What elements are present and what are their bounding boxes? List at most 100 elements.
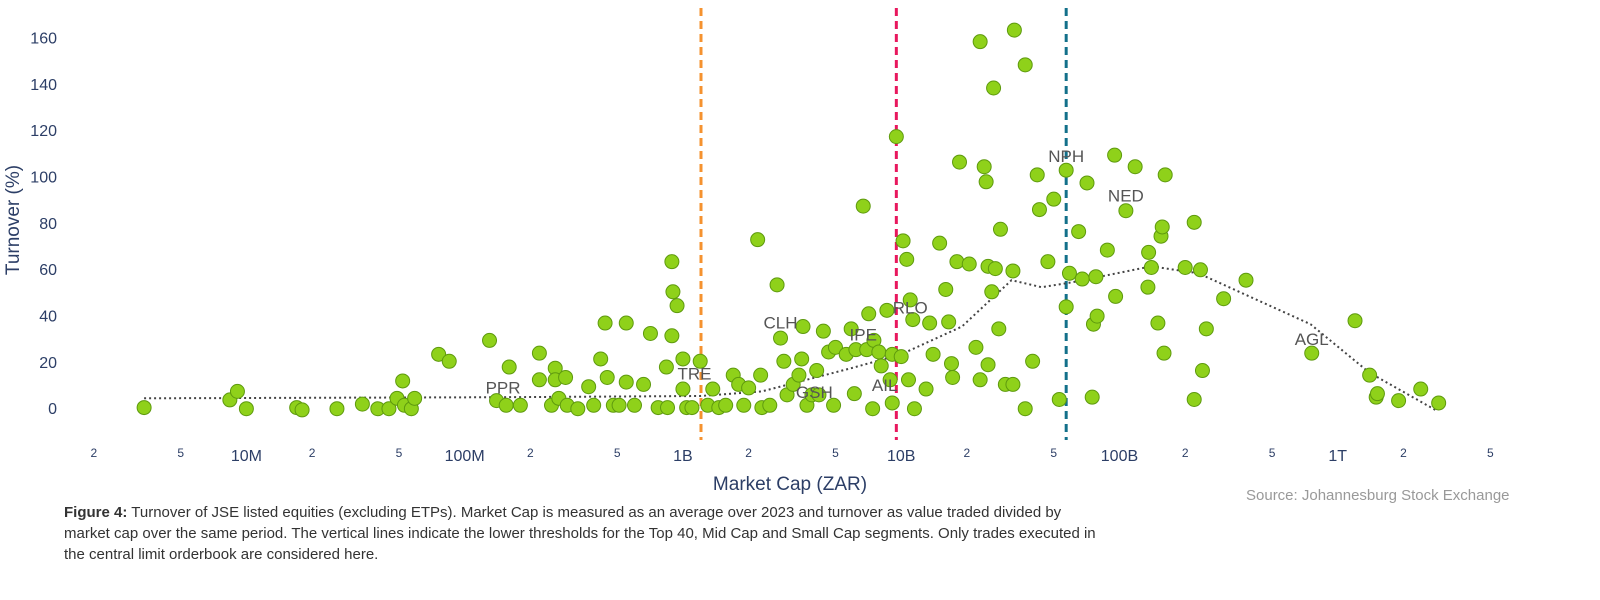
point: [597, 315, 613, 331]
point: [922, 315, 938, 331]
point: [1089, 308, 1105, 324]
y-tick-label: 140: [30, 77, 57, 94]
caption-label: Figure 4:: [64, 504, 128, 521]
annotation: NED: [1108, 186, 1144, 205]
point: [1369, 386, 1385, 402]
point: [795, 319, 811, 335]
point: [1140, 279, 1156, 295]
annotation: NPH: [1048, 147, 1084, 166]
x-tick-label: 2: [1182, 446, 1189, 460]
point: [482, 332, 498, 348]
point: [905, 312, 921, 328]
point: [395, 373, 411, 389]
point: [932, 235, 948, 251]
point: [675, 381, 691, 397]
x-tick-label: 5: [1050, 446, 1057, 460]
point: [664, 254, 680, 270]
point: [229, 383, 245, 399]
point: [692, 353, 708, 369]
point: [238, 401, 254, 417]
point: [902, 292, 918, 308]
point: [1031, 202, 1047, 218]
point: [986, 80, 1002, 96]
y-tick-label: 60: [39, 262, 57, 279]
source: Source: Johannesburg Stock Exchange: [1246, 487, 1510, 504]
point: [968, 339, 984, 355]
point: [1058, 299, 1074, 315]
point: [741, 380, 757, 396]
point: [1143, 259, 1159, 275]
point: [827, 339, 843, 355]
y-tick-label: 0: [48, 401, 57, 418]
point: [899, 251, 915, 267]
point: [1107, 147, 1123, 163]
point: [669, 298, 685, 314]
point: [664, 328, 680, 344]
point: [531, 372, 547, 388]
point: [846, 386, 862, 402]
point: [811, 387, 827, 403]
point: [1088, 269, 1104, 285]
point: [773, 330, 789, 346]
point: [1017, 401, 1033, 417]
x-tick-label: 2: [90, 446, 97, 460]
point: [943, 356, 959, 372]
point: [809, 363, 825, 379]
point: [512, 397, 528, 413]
chart: Market Cap (ZAR) Turnover (%) 0 20 40 60 80 1…: [3, 8, 1494, 495]
point: [952, 154, 968, 170]
point: [1127, 159, 1143, 175]
point: [992, 221, 1008, 237]
x-tick-label: 2: [964, 446, 971, 460]
point: [984, 284, 1000, 300]
x-tick-label: 100M: [445, 448, 485, 465]
point: [1040, 254, 1056, 270]
point: [976, 159, 992, 175]
point: [925, 346, 941, 362]
annotation: IPE: [850, 325, 877, 344]
point: [861, 306, 877, 322]
point: [718, 397, 734, 413]
point: [938, 281, 954, 297]
x-tick-label: 10M: [231, 448, 262, 465]
point: [972, 34, 988, 50]
point: [593, 351, 609, 367]
x-tick-label: 2: [527, 446, 534, 460]
point: [665, 284, 681, 300]
point: [354, 396, 370, 412]
point: [865, 401, 881, 417]
y-tick-label: 100: [30, 170, 57, 187]
point: [294, 402, 310, 418]
point: [753, 367, 769, 383]
point: [980, 357, 996, 373]
point: [705, 381, 721, 397]
point: [879, 302, 895, 318]
point: [1194, 363, 1210, 379]
x-tick-label: 2: [745, 446, 752, 460]
x-tick-label: 100B: [1101, 448, 1138, 465]
point: [762, 397, 778, 413]
point: [843, 321, 859, 337]
point: [1177, 259, 1193, 275]
point: [501, 359, 517, 375]
point: [570, 401, 586, 417]
point: [776, 353, 792, 369]
caption-text: Turnover of JSE listed equities (excludi…: [64, 504, 1096, 563]
point: [431, 346, 447, 362]
point: [1051, 391, 1067, 407]
y-tick-label: 120: [30, 123, 57, 140]
point: [1431, 395, 1447, 411]
point: [1005, 376, 1021, 392]
point: [1198, 321, 1214, 337]
annotation: GSH: [796, 383, 833, 402]
x-tick-label: 2: [1400, 446, 1407, 460]
x-tick-label: 5: [832, 446, 839, 460]
y-tick-label: 40: [39, 308, 57, 325]
point: [855, 198, 871, 214]
x-tick-label: 5: [396, 446, 403, 460]
point: [1005, 263, 1021, 279]
point: [498, 397, 514, 413]
point: [750, 232, 766, 248]
x-tick-label: 2: [309, 446, 316, 460]
point: [991, 321, 1007, 337]
